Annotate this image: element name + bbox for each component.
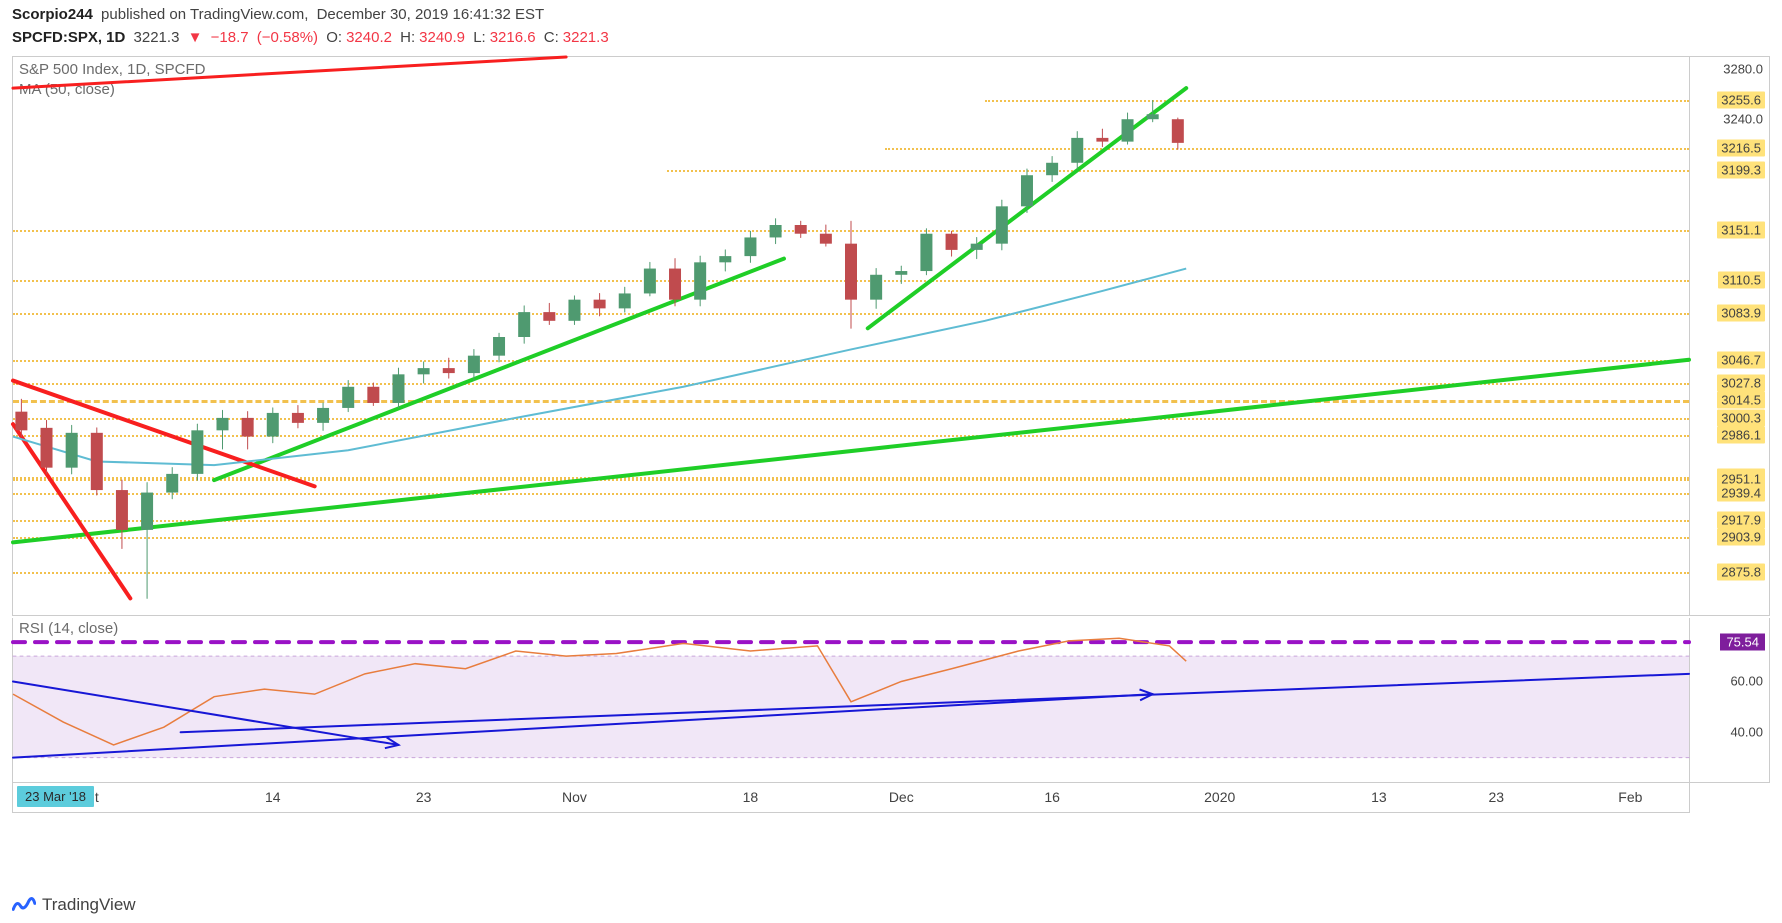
ohlc-open-value: 3240.2 — [346, 29, 392, 46]
ohlc-close-value: 3221.3 — [563, 29, 609, 46]
price-level-label: 3083.9 — [1717, 305, 1765, 322]
header-line-1: Scorpio244 published on TradingView.com,… — [12, 4, 1770, 27]
rsi-y-axis[interactable]: 75.54 60.00 40.00 — [1690, 618, 1770, 783]
price-y-tick: 3240.0 — [1723, 112, 1763, 127]
time-x-tick: 23 — [1488, 789, 1504, 805]
ohlc-open-label: O: — [326, 29, 342, 46]
time-x-tick: 13 — [1371, 789, 1387, 805]
price-level-label: 3014.5 — [1717, 391, 1765, 408]
rsi-y-tick: 60.00 — [1730, 674, 1763, 689]
change-percent: (−0.58%) — [257, 29, 318, 46]
symbol-interval: SPCFD:SPX, 1D — [12, 29, 125, 46]
price-level-label: 2939.4 — [1717, 485, 1765, 502]
price-overlay — [13, 57, 1689, 615]
published-on: published on TradingView.com, — [101, 6, 308, 23]
chart-footer: TradingView — [12, 895, 136, 915]
chart-area[interactable]: S&P 500 Index, 1D, SPCFD MA (50, close) … — [12, 56, 1770, 853]
chart-header: Scorpio244 published on TradingView.com,… — [0, 0, 1782, 49]
price-y-axis[interactable]: 3280.0 3240.0 3255.6 3216.5 3199.3 3151.1 3110… — [1690, 56, 1770, 616]
price-level-label: 2875.8 — [1717, 564, 1765, 581]
ohlc-low-value: 3216.6 — [490, 29, 536, 46]
publish-timestamp: December 30, 2019 16:41:32 EST — [317, 6, 545, 23]
rsi-y-tick: 40.00 — [1730, 725, 1763, 740]
author-name: Scorpio244 — [12, 6, 93, 23]
price-level-label: 3000.3 — [1717, 409, 1765, 426]
time-x-tick: 18 — [743, 789, 759, 805]
ohlc-close-label: C: — [544, 29, 559, 46]
last-price: 3221.3 — [134, 29, 180, 46]
goto-date-badge[interactable]: 23 Mar '18 — [17, 786, 94, 807]
time-x-tick: Feb — [1618, 789, 1642, 805]
price-level-label: 3046.7 — [1717, 351, 1765, 368]
time-x-tick: 2020 — [1204, 789, 1235, 805]
time-x-tick: 14 — [265, 789, 281, 805]
price-level-label: 3255.6 — [1717, 91, 1765, 108]
rsi-current-value: 75.54 — [1720, 634, 1765, 651]
time-x-tick: 23 — [416, 789, 432, 805]
price-level-label: 3151.1 — [1717, 221, 1765, 238]
price-level-label: 2986.1 — [1717, 427, 1765, 444]
ohlc-low-label: L: — [473, 29, 486, 46]
tradingview-brand: TradingView — [42, 895, 136, 915]
time-x-axis[interactable]: 23 Mar '18 t 14 23 Nov 18 Dec 16 2020 13 23 Feb — [12, 783, 1690, 813]
price-level-label: 3216.5 — [1717, 140, 1765, 157]
ohlc-high-value: 3240.9 — [419, 29, 465, 46]
ohlc-high-label: H: — [400, 29, 415, 46]
header-line-2: SPCFD:SPX, 1D 3221.3 ▼ −18.7 (−0.58%) O:… — [12, 27, 1770, 50]
price-y-tick: 3280.0 — [1723, 62, 1763, 77]
time-x-tick: Dec — [889, 789, 914, 805]
change-arrow-icon: ▼ — [188, 29, 203, 46]
price-pane[interactable]: S&P 500 Index, 1D, SPCFD MA (50, close) — [12, 56, 1690, 616]
price-level-label: 3199.3 — [1717, 161, 1765, 178]
price-level-label: 3110.5 — [1718, 272, 1765, 289]
time-x-tick: t — [95, 789, 99, 805]
time-x-tick: 16 — [1044, 789, 1060, 805]
price-level-label: 3027.8 — [1717, 375, 1765, 392]
rsi-pane[interactable]: RSI (14, close) — [12, 618, 1690, 783]
price-level-label: 2917.9 — [1717, 512, 1765, 529]
rsi-overlay — [13, 618, 1689, 782]
change-value: −18.7 — [211, 29, 249, 46]
time-x-tick: Nov — [562, 789, 587, 805]
tradingview-logo-icon — [12, 895, 36, 915]
price-level-label: 2903.9 — [1717, 529, 1765, 546]
